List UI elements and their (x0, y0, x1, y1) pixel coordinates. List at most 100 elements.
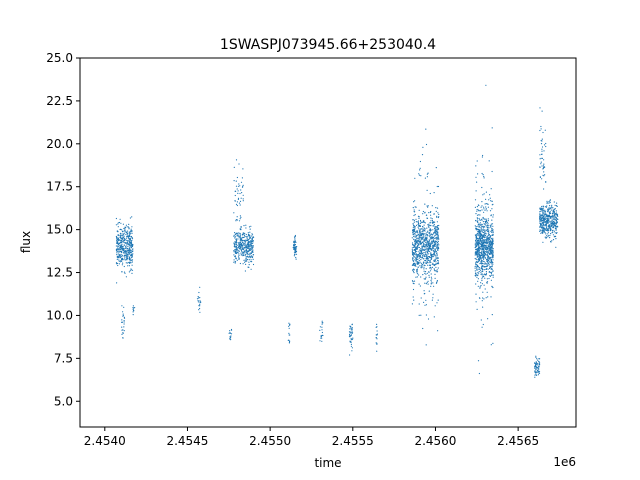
data-point (249, 249, 251, 251)
data-point (242, 185, 244, 187)
data-point (411, 280, 414, 282)
data-point (480, 269, 482, 271)
data-point (425, 244, 427, 246)
data-point (250, 237, 252, 239)
data-point (419, 243, 421, 245)
data-point (490, 230, 492, 232)
data-point (554, 224, 557, 226)
data-point (247, 246, 249, 248)
data-point (481, 244, 483, 246)
data-point (429, 248, 431, 250)
data-point (534, 370, 536, 372)
data-point (475, 264, 477, 266)
data-point (125, 262, 127, 264)
data-point (434, 232, 436, 234)
data-point (543, 171, 545, 173)
data-point (288, 334, 290, 336)
data-point (488, 246, 490, 248)
data-point (544, 213, 546, 215)
data-point (131, 250, 133, 252)
data-point (121, 319, 123, 321)
data-point (541, 225, 543, 227)
data-point (128, 253, 130, 255)
data-point (233, 245, 235, 247)
data-point (418, 262, 420, 264)
data-point (486, 263, 488, 265)
data-point (435, 261, 437, 263)
data-point (416, 255, 418, 257)
data-point (236, 248, 238, 250)
data-point (118, 250, 120, 252)
data-point (238, 235, 240, 237)
data-point (555, 226, 558, 228)
data-point (123, 306, 125, 308)
data-point (428, 223, 430, 225)
data-point (476, 181, 478, 183)
data-point (435, 270, 437, 272)
data-point (490, 256, 492, 259)
data-point (239, 185, 241, 187)
data-point (483, 250, 485, 252)
data-point (539, 208, 541, 210)
data-point (233, 180, 235, 182)
data-point (117, 237, 119, 239)
data-point (432, 240, 434, 242)
data-point (436, 247, 438, 249)
data-point (477, 220, 479, 222)
data-point (547, 229, 549, 231)
data-point (539, 215, 541, 218)
data-point (412, 269, 414, 271)
data-point (475, 240, 477, 242)
data-point (130, 228, 132, 230)
data-point (376, 333, 378, 335)
data-point (319, 340, 321, 342)
data-point (238, 257, 240, 259)
data-point (480, 260, 482, 263)
data-point (425, 283, 427, 285)
data-point (423, 278, 425, 280)
data-point (436, 241, 438, 243)
data-point (485, 272, 487, 274)
data-point (411, 242, 414, 244)
data-point (128, 228, 130, 230)
data-point (295, 248, 297, 251)
data-point (492, 229, 494, 231)
data-point (552, 211, 554, 213)
data-point (412, 296, 414, 298)
data-point (424, 271, 427, 273)
data-point (125, 233, 127, 236)
data-point (437, 257, 439, 259)
data-point (245, 249, 247, 251)
data-point (198, 309, 200, 311)
data-point (412, 207, 414, 209)
data-point (418, 257, 420, 259)
data-point (130, 236, 133, 238)
data-point (376, 323, 378, 325)
data-point (122, 247, 124, 250)
data-point (541, 231, 543, 233)
data-point (479, 297, 481, 299)
data-point (490, 244, 492, 246)
data-point (117, 252, 119, 254)
data-point (476, 218, 479, 220)
data-point (552, 234, 555, 236)
data-point (349, 332, 351, 334)
data-point (475, 190, 477, 192)
data-point (416, 232, 419, 234)
data-point (200, 301, 202, 303)
data-point (484, 209, 486, 211)
data-point (545, 224, 548, 226)
data-point (540, 143, 543, 145)
data-point (252, 242, 254, 244)
data-point (555, 210, 557, 212)
data-point (252, 263, 255, 266)
data-point (247, 258, 249, 261)
data-point (480, 285, 482, 287)
data-point (235, 252, 237, 254)
data-point (119, 256, 121, 258)
data-point (483, 269, 485, 271)
data-point (247, 239, 249, 241)
data-point (244, 244, 246, 246)
data-point (551, 215, 553, 217)
data-point (479, 247, 481, 249)
